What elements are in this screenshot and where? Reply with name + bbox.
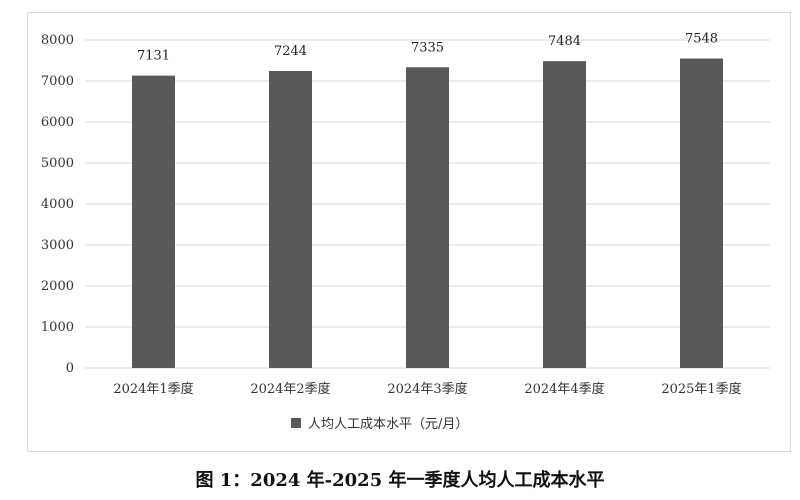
y-tick-label: 5000 <box>41 156 74 171</box>
bar <box>406 67 449 368</box>
x-tick-label: 2025年1季度 <box>661 381 741 397</box>
legend-label: 人均人工成本水平（元/月） <box>308 417 468 432</box>
data-label: 7484 <box>548 34 581 49</box>
data-label: 7244 <box>274 44 307 59</box>
legend: 人均人工成本水平（元/月） <box>291 417 468 432</box>
data-labels: 7131 7244 7335 7484 7548 <box>137 32 718 64</box>
x-axis-ticks: 2024年1季度 2024年2季度 2024年3季度 2024年4季度 2025年1季度 <box>113 381 741 397</box>
y-tick-label: 4000 <box>41 197 74 212</box>
y-tick-label: 3000 <box>41 238 74 253</box>
y-axis-ticks: 0 1000 2000 3000 4000 5000 6000 7000 8000 <box>41 33 74 376</box>
figure-caption: 图 1：2024 年-2025 年一季度人均人工成本水平 <box>195 470 605 491</box>
bar <box>680 58 723 368</box>
y-tick-label: 2000 <box>41 279 74 294</box>
x-tick-label: 2024年2季度 <box>250 381 330 397</box>
y-tick-label: 1000 <box>41 320 74 335</box>
y-tick-label: 6000 <box>41 115 74 130</box>
bars <box>132 58 723 368</box>
bar <box>132 75 175 368</box>
x-tick-label: 2024年3季度 <box>387 381 467 397</box>
data-label: 7335 <box>411 40 444 55</box>
bar <box>269 70 312 368</box>
data-label: 7548 <box>685 32 718 47</box>
x-tick-label: 2024年1季度 <box>113 381 193 397</box>
y-tick-label: 8000 <box>41 33 74 48</box>
bar-chart: 0 1000 2000 3000 4000 5000 6000 7000 8000 7131 72… <box>41 32 770 432</box>
data-label: 7131 <box>137 49 170 64</box>
y-tick-label: 7000 <box>41 74 74 89</box>
bar <box>543 61 586 368</box>
y-tick-label: 0 <box>66 361 74 376</box>
x-tick-label: 2024年4季度 <box>524 381 604 397</box>
legend-swatch <box>291 418 301 428</box>
